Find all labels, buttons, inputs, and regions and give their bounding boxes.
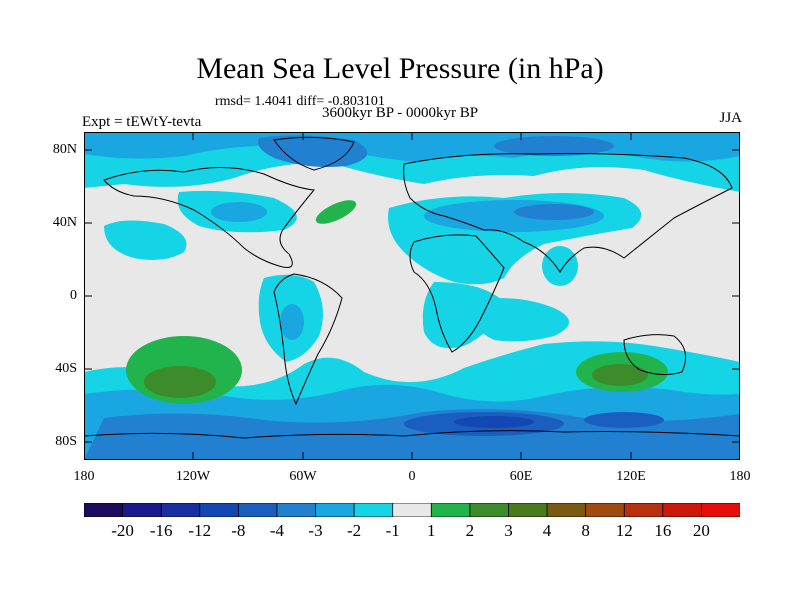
pressure-map xyxy=(84,132,740,460)
north-pacific-cyan xyxy=(104,220,187,260)
coastline-south-america xyxy=(273,273,343,406)
colorbar-swatch xyxy=(315,503,355,517)
lat-label: 40N xyxy=(52,215,77,230)
asia-blue-core xyxy=(514,204,594,220)
period-text: 3600kyr BP - 0000kyr BP xyxy=(322,105,479,121)
lon-label: 0 xyxy=(408,469,416,484)
colorbar-level-label: -12 xyxy=(188,521,212,540)
coastline-greenland xyxy=(273,136,355,171)
colorbar-swatch xyxy=(662,503,703,517)
lon-label: 60W xyxy=(289,469,317,484)
lon-label: 60E xyxy=(509,469,533,484)
south-pacific-high-core xyxy=(144,366,216,398)
north-atlantic-high xyxy=(315,200,357,224)
colorbar-level-label: -8 xyxy=(231,521,246,540)
lon-label: 120W xyxy=(175,469,211,484)
stats-text: rmsd= 1.4041 diff= -0.803101 xyxy=(215,94,385,109)
experiment-label: Expt = tEWtY-tevta xyxy=(82,114,202,130)
colorbar-level-label: 1 xyxy=(427,521,436,540)
colorbar-level-label: 4 xyxy=(542,521,552,540)
colorbar-swatch xyxy=(701,503,740,517)
colorbar-swatch xyxy=(276,503,317,517)
colorbar-swatch xyxy=(122,503,162,517)
lat-label: 80S xyxy=(55,434,77,449)
colorbar-level-label: 12 xyxy=(615,521,633,540)
north-america-blue xyxy=(211,202,267,222)
colorbar-level-label: -16 xyxy=(149,521,173,540)
colorbar-level-label: 16 xyxy=(654,521,672,540)
colorbar-swatch xyxy=(623,503,664,517)
colorbar-swatch xyxy=(585,503,625,517)
colorbar-level-label: 8 xyxy=(581,521,590,540)
lon-label: 180 xyxy=(73,469,95,484)
map-title: Mean Sea Level Pressure (in hPa) xyxy=(196,52,604,85)
colorbar-level-label: -20 xyxy=(111,521,134,540)
colorbar-level-label: -4 xyxy=(269,521,285,540)
indian-ocean-cyan xyxy=(464,298,569,342)
antarctic-mid-blue xyxy=(84,409,740,460)
colorbar-swatch xyxy=(469,503,510,517)
colorbar xyxy=(84,503,740,517)
colorbar-swatch xyxy=(430,503,471,517)
colorbar-swatch xyxy=(392,503,432,517)
coastline-eurasia xyxy=(403,153,733,273)
lat-label: 80N xyxy=(52,142,77,157)
colorbar-level-label: 3 xyxy=(504,521,513,540)
lat-label: 0 xyxy=(70,288,77,303)
colorbar-swatch xyxy=(508,503,548,517)
coastline-australia xyxy=(623,334,687,376)
colorbar-swatch xyxy=(237,503,278,517)
coastline-antarctica xyxy=(84,430,740,439)
colorbar-swatch xyxy=(353,503,394,517)
colorbar-level-label: -2 xyxy=(347,521,362,540)
south-america-blue xyxy=(280,304,304,340)
season-label: JJA xyxy=(719,110,742,126)
coastline-africa xyxy=(409,234,505,353)
antarctic-deep-low-3 xyxy=(584,412,664,428)
colorbar-swatch xyxy=(84,503,124,517)
colorbar-swatch xyxy=(546,503,587,517)
colorbar-level-label: -3 xyxy=(308,521,323,540)
lon-label: 120E xyxy=(616,469,646,484)
antarctic-deep-low-2 xyxy=(454,416,534,428)
coastline-north-america xyxy=(103,167,315,268)
colorbar-level-label: -1 xyxy=(385,521,400,540)
colorbar-level-label: 20 xyxy=(692,521,710,540)
india-cyan xyxy=(542,246,578,286)
lat-label: 40S xyxy=(55,361,77,376)
colorbar-swatch xyxy=(160,503,201,517)
australia-high-core xyxy=(592,364,648,386)
lon-label: 180 xyxy=(729,469,751,484)
colorbar-level-label: 2 xyxy=(465,521,475,540)
siberia-low xyxy=(494,136,614,156)
colorbar-swatch xyxy=(199,503,240,517)
